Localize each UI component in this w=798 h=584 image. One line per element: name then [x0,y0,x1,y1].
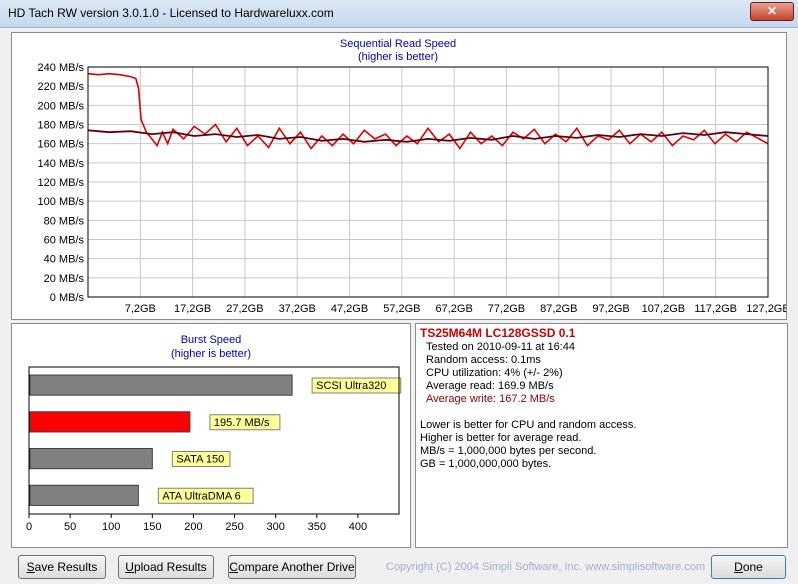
done-accel: D [734,560,743,574]
seq-ytick-label: 220 MB/s [38,81,85,93]
seq-xtick-label: 67,2GB [435,303,472,315]
average-write: Average write: 167.2 MB/s [426,393,555,405]
seq-ytick-label: 80 MB/s [44,215,85,227]
compare-drive-button[interactable]: Compare Another Drive [228,555,356,579]
burst-label-box [311,377,402,394]
note-cpu: Lower is better for CPU and random acces… [420,419,637,431]
drive-name: TS25M64M LC128GSSD 0.1 [420,326,576,340]
seq-xtick-label: 27,2GB [226,303,263,315]
burst-xtick-label: 150 [143,521,161,533]
random-access: Random access: 0.1ms [426,354,541,366]
save-label: ave Results [34,560,98,574]
burst-xtick-label: 250 [225,521,243,533]
seq-ytick-label: 60 MB/s [44,235,85,247]
seq-ytick-label: 120 MB/s [38,177,85,189]
seq-ytick-label: 100 MB/s [38,196,85,208]
seq-chart-subtitle: (higher is better) [358,51,438,63]
burst-xtick-label: 50 [64,521,76,533]
seq-ytick-label: 200 MB/s [38,100,85,112]
seq-xtick-label: 107,2GB [642,303,685,315]
upload-results-button[interactable]: Upload Results [118,555,214,579]
burst-bar [29,448,153,470]
save-results-button[interactable]: Save Results [18,555,106,579]
note-mbs: MB/s = 1,000,000 bytes per second. [420,445,597,457]
burst-bar-label: SATA 150 [176,454,224,466]
seq-xtick-label: 17,2GB [174,303,211,315]
seq-ytick-label: 40 MB/s [44,254,85,266]
close-button[interactable]: ✕ [750,2,794,21]
seq-xtick-label: 57,2GB [383,303,420,315]
read-speed-line [87,72,769,150]
seq-plot-frame [87,66,769,298]
burst-xtick-label: 400 [349,521,367,533]
seq-xtick-label: 77,2GB [488,303,525,315]
note-gb: GB = 1,000,000,000 bytes. [420,458,552,470]
close-icon: ✕ [766,4,778,18]
burst-chart-title: Burst Speed [181,334,242,346]
seq-xtick-label: 117,2GB [694,303,737,315]
burst-bar [29,411,191,433]
burst-xtick-label: 0 [26,521,32,533]
seq-xtick-label: 97,2GB [592,303,629,315]
burst-label-box [209,414,281,431]
done-button[interactable]: Done [711,555,786,579]
burst-bar [29,484,139,506]
note-read: Higher is better for average read. [420,432,582,444]
upload-label: pload Results [133,560,207,574]
burst-label-box [157,487,254,504]
average-read: Average read: 169.9 MB/s [426,380,554,392]
seq-chart-title: Sequential Read Speed [340,38,456,50]
burst-speed-chart: Burst Speed (higher is better) SCSI Ultr… [26,334,402,533]
upload-accel: U [125,560,134,574]
seq-ytick-label: 180 MB/s [38,120,85,132]
seq-xtick-label: 47,2GB [331,303,368,315]
seq-xtick-label: 37,2GB [279,303,316,315]
drive-info-panel: TS25M64M LC128GSSD 0.1 Tested on 2010-09… [415,323,788,548]
burst-bar-label: ATA UltraDMA 6 [162,490,240,502]
seq-xtick-label: 7,2GB [125,303,156,315]
seq-xtick-label: 87,2GB [540,303,577,315]
burst-xtick-label: 350 [308,521,326,533]
seq-ytick-label: 240 MB/s [38,62,85,74]
seq-ytick-label: 0 MB/s [50,292,85,304]
burst-xtick-label: 200 [184,521,202,533]
burst-xtick-label: 300 [266,521,284,533]
burst-bar [29,374,293,396]
compare-label: ompare Another Drive [237,560,355,574]
burst-xtick-label: 100 [102,521,120,533]
done-label: one [742,560,763,574]
burst-plot-frame [28,366,400,515]
seq-ytick-label: 20 MB/s [44,273,85,285]
burst-label-box [171,451,231,467]
seq-ytick-label: 160 MB/s [38,139,85,151]
sequential-read-panel: Sequential Read Speed (higher is better)… [11,32,790,320]
average-speed-line [87,129,769,143]
window-title: HD Tach RW version 3.0.1.0 - Licensed to… [8,6,334,20]
tested-date: Tested on 2010-09-11 at 16:44 [426,341,576,353]
copyright-text: Copyright (C) 2004 Simpli Software, Inc.… [386,561,706,573]
cpu-utilization: CPU utilization: 4% (+/- 2%) [426,367,563,379]
sequential-read-chart: Sequential Read Speed (higher is better)… [38,38,790,315]
burst-bar-label: SCSI Ultra320 [316,380,386,392]
seq-ytick-label: 140 MB/s [38,158,85,170]
burst-speed-panel: Burst Speed (higher is better) SCSI Ultr… [11,323,411,548]
burst-chart-subtitle: (higher is better) [171,348,251,360]
seq-xtick-label: 127,2GB [746,303,786,315]
burst-bar-label: 195.7 MB/s [214,417,270,429]
save-accel: S [26,560,35,574]
title-bar: HD Tach RW version 3.0.1.0 - Licensed to… [0,0,798,28]
compare-accel: C [229,560,238,574]
